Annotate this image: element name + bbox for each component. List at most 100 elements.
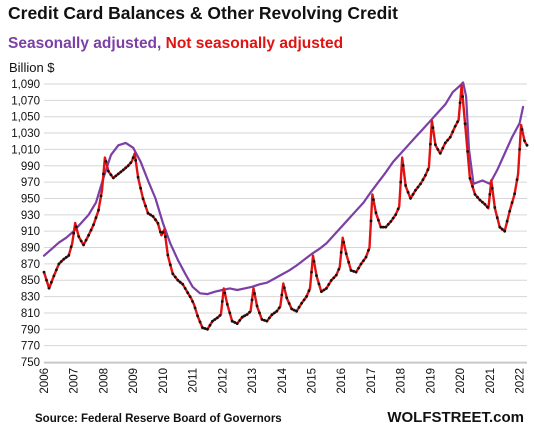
data-point-marker xyxy=(62,257,66,261)
data-point-marker xyxy=(411,192,415,196)
data-point-marker xyxy=(69,245,73,249)
y-tick-label: 990 xyxy=(21,161,40,173)
data-point-marker xyxy=(317,282,321,286)
data-point-marker xyxy=(216,316,219,320)
x-tick-label: 2008 xyxy=(98,368,110,394)
data-point-marker xyxy=(503,229,507,233)
x-tick-label: 2022 xyxy=(515,368,527,394)
data-point-marker xyxy=(126,164,130,168)
source-note: Source: Federal Reserve Board of Governo… xyxy=(35,413,282,425)
data-point-marker xyxy=(206,327,209,331)
data-point-marker xyxy=(183,287,187,290)
data-point-marker xyxy=(354,270,358,274)
data-point-marker xyxy=(483,202,487,206)
data-point-marker xyxy=(334,273,338,277)
data-point-marker xyxy=(505,219,509,223)
data-point-marker xyxy=(389,220,393,223)
data-point-marker xyxy=(523,139,526,143)
data-point-marker xyxy=(429,142,432,146)
data-point-marker xyxy=(223,291,227,295)
legend-seasonally-adjusted: Seasonally adjusted xyxy=(8,35,158,52)
data-point-marker xyxy=(362,259,365,262)
data-point-marker xyxy=(401,164,405,167)
data-point-marker xyxy=(498,225,502,229)
data-point-marker xyxy=(72,231,76,235)
data-point-marker xyxy=(391,216,395,220)
legend-separator: , xyxy=(157,35,162,52)
data-point-marker xyxy=(114,174,118,178)
data-point-marker xyxy=(431,126,435,129)
data-point-marker xyxy=(171,272,175,276)
data-point-marker xyxy=(443,141,447,145)
y-tick-label: 790 xyxy=(21,324,40,336)
y-tick-label: 890 xyxy=(21,243,40,255)
data-point-marker xyxy=(396,207,400,211)
data-point-marker xyxy=(243,314,247,318)
data-point-marker xyxy=(59,260,63,263)
data-point-marker xyxy=(42,270,46,274)
data-point-marker xyxy=(141,197,145,201)
data-point-marker xyxy=(424,173,427,177)
data-point-marker xyxy=(473,193,477,196)
data-point-marker xyxy=(463,122,467,126)
data-point-marker xyxy=(277,306,281,310)
x-tick-label: 2012 xyxy=(217,368,229,394)
x-tick-label: 2015 xyxy=(307,368,319,394)
data-point-marker xyxy=(273,311,276,315)
data-point-marker xyxy=(112,176,115,180)
data-point-marker xyxy=(139,186,143,190)
x-tick-label: 2016 xyxy=(336,368,348,394)
data-point-marker xyxy=(116,172,120,176)
data-point-marker xyxy=(104,160,108,163)
data-point-marker xyxy=(240,315,244,319)
data-point-marker xyxy=(344,252,348,256)
data-point-marker xyxy=(45,278,48,282)
data-point-marker xyxy=(211,319,214,323)
data-point-marker xyxy=(265,319,269,323)
data-point-marker xyxy=(493,206,497,209)
data-point-marker xyxy=(74,225,78,229)
x-tick-label: 2021 xyxy=(485,368,497,394)
y-tick-label: 1,010 xyxy=(11,144,40,156)
data-point-marker xyxy=(233,321,237,324)
data-point-marker xyxy=(181,282,185,286)
data-point-marker xyxy=(438,151,442,155)
data-point-marker xyxy=(315,274,318,277)
data-point-marker xyxy=(84,238,88,242)
data-point-marker xyxy=(79,239,83,243)
y-tick-label: 1,090 xyxy=(11,79,40,91)
y-tick-label: 870 xyxy=(21,259,40,271)
data-point-marker xyxy=(416,185,420,189)
data-point-marker xyxy=(198,320,202,324)
data-point-marker xyxy=(329,279,333,282)
data-point-marker xyxy=(481,200,484,204)
data-point-marker xyxy=(510,201,514,205)
data-point-marker xyxy=(213,318,217,321)
data-point-marker xyxy=(386,222,390,226)
data-point-marker xyxy=(349,269,353,272)
y-tick-label: 1,050 xyxy=(11,112,40,124)
data-point-marker xyxy=(275,309,279,313)
data-point-marker xyxy=(282,286,286,289)
data-point-marker xyxy=(307,289,311,293)
x-tick-label: 2017 xyxy=(366,368,378,394)
data-point-marker xyxy=(245,313,249,316)
y-tick-label: 770 xyxy=(21,341,40,353)
data-point-marker xyxy=(188,295,192,298)
data-point-marker xyxy=(193,306,197,310)
data-point-marker xyxy=(451,130,455,134)
data-point-marker xyxy=(263,318,266,322)
data-point-marker xyxy=(109,173,113,177)
chart-subtitle: Seasonally adjusted, Not seasonally adju… xyxy=(8,35,343,53)
data-point-marker xyxy=(156,221,160,225)
x-tick-label: 2013 xyxy=(247,368,259,394)
data-point-marker xyxy=(369,219,373,223)
data-point-marker xyxy=(164,235,167,239)
chart-title: Credit Card Balances & Other Revolving C… xyxy=(8,3,398,23)
data-point-marker xyxy=(448,135,452,139)
data-point-marker xyxy=(220,300,224,303)
series-line-seasonally-adjusted xyxy=(42,81,525,296)
x-tick-label: 2011 xyxy=(188,368,200,393)
data-point-marker xyxy=(490,186,494,190)
data-point-marker xyxy=(131,156,135,160)
